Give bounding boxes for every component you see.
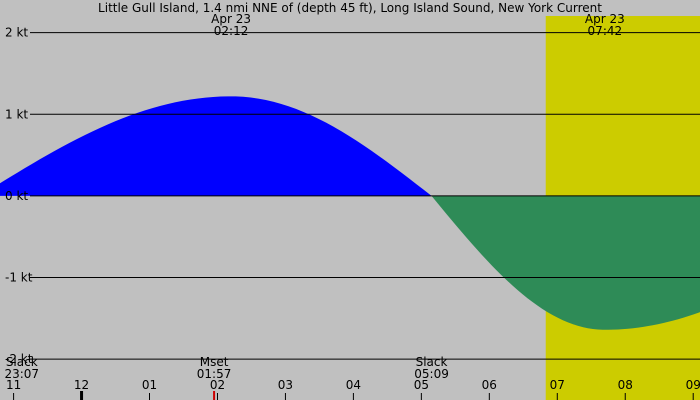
y-tick-label: 0 kt	[5, 189, 28, 203]
x-tick-label: 01	[142, 378, 157, 392]
event-labels: Slack23:07Mset01:57Slack05:09Mrise11:11S…	[4, 355, 449, 381]
extreme-time-label: 02:12	[214, 24, 249, 38]
y-tick-label: -2 kt	[5, 352, 33, 366]
x-tick-label: 03	[278, 378, 293, 392]
x-tick-label: 12	[74, 378, 89, 392]
extreme-date-label: Apr 23	[585, 12, 625, 26]
event-label: Slack	[6, 355, 38, 369]
x-tick-label: 06	[482, 378, 497, 392]
event-label: Mset	[200, 355, 229, 369]
flood-area	[0, 96, 432, 196]
ebb-area	[431, 195, 700, 330]
extreme-date-label: Apr 23	[211, 12, 251, 26]
x-tick-label: 02	[210, 378, 225, 392]
current-areas	[0, 96, 700, 330]
y-tick-label: 2 kt	[5, 26, 28, 40]
x-tick-label: 05	[414, 378, 429, 392]
chart-title: Little Gull Island, 1.4 nmi NNE of (dept…	[98, 1, 602, 15]
x-tick-label: 07	[550, 378, 565, 392]
y-tick-label: 1 kt	[5, 107, 28, 121]
x-tick-label: 08	[618, 378, 633, 392]
extreme-time-label: 07:42	[588, 24, 623, 38]
grid-lines	[30, 32, 700, 360]
event-label: Slack	[416, 355, 448, 369]
x-tick-label: 04	[346, 378, 361, 392]
event-time: 05:09	[414, 367, 449, 381]
y-axis-ticks: 2 kt 1 kt 0 kt -1 kt -2 kt	[5, 26, 33, 367]
x-tick-label: 09	[686, 378, 700, 392]
event-time: 01:57	[197, 367, 232, 381]
x-tick-label: 11	[6, 378, 21, 392]
x-axis-ticks: 1112010203040506070809101112010203040506…	[6, 378, 700, 400]
event-time: 23:07	[4, 367, 39, 381]
y-tick-label: -1 kt	[5, 271, 33, 285]
